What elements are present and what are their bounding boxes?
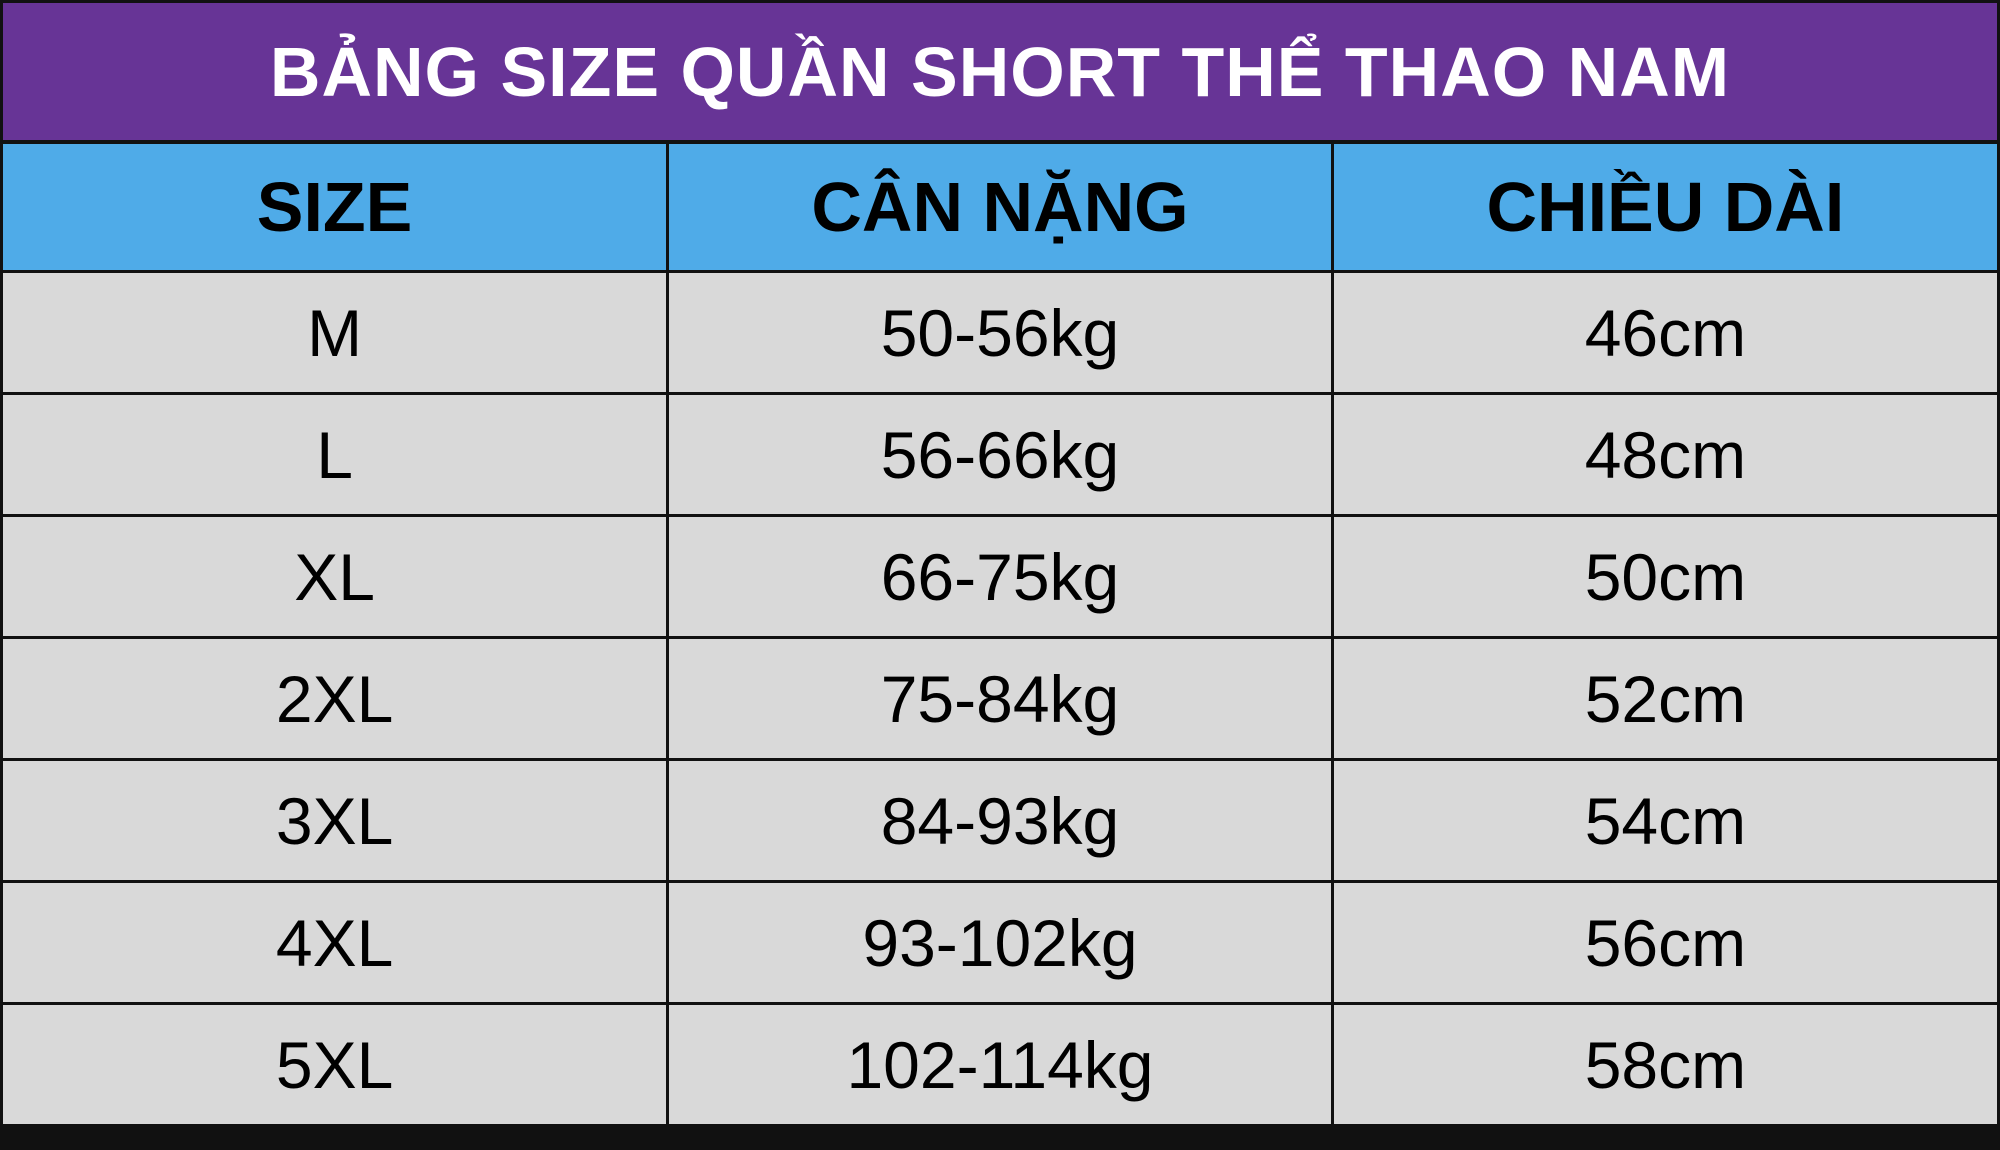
- cell-weight: 50-56kg: [666, 270, 1334, 395]
- cell-size: 3XL: [3, 758, 670, 883]
- cell-length: 52cm: [1330, 636, 1997, 761]
- cell-size: M: [3, 270, 670, 395]
- cell-weight: 66-75kg: [666, 514, 1334, 639]
- cell-size: 5XL: [3, 1002, 670, 1124]
- cell-weight: 102-114kg: [666, 1002, 1334, 1124]
- table-row: M 50-56kg 46cm: [3, 270, 1997, 395]
- header-row: SIZE CÂN NẶNG CHIỀU DÀI: [3, 144, 1997, 273]
- table-row: XL 66-75kg 50cm: [3, 514, 1997, 639]
- table-row: 3XL 84-93kg 54cm: [3, 758, 1997, 883]
- size-table: SIZE CÂN NẶNG CHIỀU DÀI M 50-56kg 46cm L 56-…: [3, 144, 1997, 1124]
- cell-size: L: [3, 392, 670, 517]
- cell-length: 58cm: [1330, 1002, 1997, 1124]
- header-length: CHIỀU DÀI: [1330, 144, 1997, 273]
- cell-length: 46cm: [1330, 270, 1997, 395]
- cell-length: 54cm: [1330, 758, 1997, 883]
- table-row: 4XL 93-102kg 56cm: [3, 880, 1997, 1005]
- cell-size: 4XL: [3, 880, 670, 1005]
- table-row: 2XL 75-84kg 52cm: [3, 636, 1997, 761]
- header-size: SIZE: [3, 144, 670, 273]
- cell-weight: 93-102kg: [666, 880, 1334, 1005]
- cell-size: XL: [3, 514, 670, 639]
- cell-length: 50cm: [1330, 514, 1997, 639]
- cell-length: 48cm: [1330, 392, 1997, 517]
- header-weight: CÂN NẶNG: [666, 144, 1334, 273]
- cell-length: 56cm: [1330, 880, 1997, 1005]
- cell-weight: 84-93kg: [666, 758, 1334, 883]
- table-row: L 56-66kg 48cm: [3, 392, 1997, 517]
- table-row: 5XL 102-114kg 58cm: [3, 1002, 1997, 1124]
- cell-weight: 75-84kg: [666, 636, 1334, 761]
- chart-title: BẢNG SIZE QUẦN SHORT THỂ THAO NAM: [3, 3, 1997, 144]
- cell-size: 2XL: [3, 636, 670, 761]
- cell-weight: 56-66kg: [666, 392, 1334, 517]
